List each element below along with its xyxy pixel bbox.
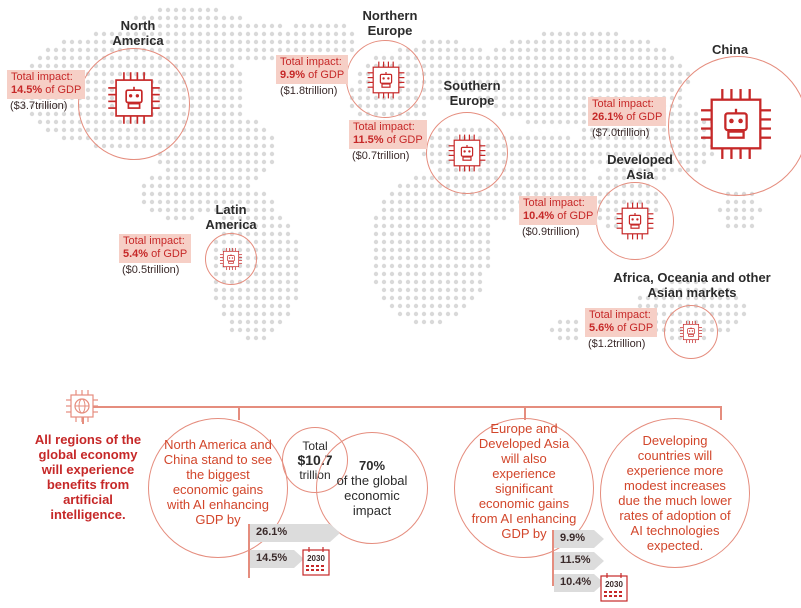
- impact-box-north-america: Total impact: 14.5% of GDP: [7, 70, 86, 99]
- north-america-outer-circle: [78, 48, 190, 160]
- impact-gdp: of GDP: [305, 69, 345, 81]
- southern-europe-outer-circle: [426, 112, 508, 194]
- region-name-north-america: North America: [112, 18, 164, 48]
- impact-gdp: of GDP: [148, 248, 188, 260]
- chip-icon: [219, 247, 243, 271]
- chip-icon: [679, 320, 703, 344]
- region-name-northern-europe: Northern Europe: [362, 8, 418, 38]
- latin-america-outer-circle: [205, 233, 257, 285]
- chip-icon: [616, 202, 654, 240]
- arrow-head: [294, 550, 305, 568]
- share-value: 70%: [358, 458, 386, 473]
- chip-icon: [367, 61, 405, 99]
- impact-box-latin-america: Total impact: 5.4% of GDP: [119, 234, 192, 263]
- total-bubble: Total $10.7 trillion: [282, 427, 348, 493]
- impact-box-china: Total impact: 26.1% of GDP: [588, 97, 667, 126]
- calendar-icon: 2030: [600, 573, 628, 602]
- developing-bubble: Developing countries will experience mor…: [600, 418, 750, 568]
- calendar-year: 2030: [605, 580, 623, 589]
- arrow-bar: 26.1%: [250, 524, 340, 542]
- connector-tick: [524, 406, 526, 420]
- chip-icon: [108, 72, 160, 124]
- impact-percent: 11.5%: [353, 134, 384, 146]
- arrow-head: [330, 524, 340, 542]
- impact-gdp: of GDP: [383, 134, 423, 146]
- impact-amount-developed-asia: ($0.9trillion): [522, 226, 580, 238]
- connector-tick: [720, 406, 722, 420]
- impact-gdp: of GDP: [623, 111, 663, 123]
- calendar-year: 2030: [307, 554, 325, 563]
- impact-percent: 9.9%: [280, 69, 306, 81]
- total-prefix: Total: [302, 438, 328, 453]
- europe-asia-bubble: Europe and Developed Asia will also expe…: [454, 418, 594, 558]
- arrow-head: [594, 552, 604, 570]
- na-china-bubble: North America and China stand to see the…: [148, 418, 288, 558]
- connector-tick: [238, 406, 240, 420]
- impact-label: Total impact:: [523, 197, 585, 209]
- share-text: 70% of the global economic impact: [332, 458, 412, 518]
- calendar-icon: 2030: [302, 547, 330, 576]
- arrow-label: 26.1%: [256, 526, 288, 538]
- region-name-china: China: [711, 42, 749, 57]
- arrow-label: 10.4%: [560, 576, 592, 588]
- arrow-bar: 9.9%: [554, 530, 604, 548]
- arrow-label: 11.5%: [560, 554, 591, 566]
- arrow-body: [250, 550, 295, 568]
- impact-percent: 26.1%: [592, 111, 624, 123]
- arrow-body: [554, 552, 594, 570]
- impact-amount-china: ($7.0trillion): [592, 127, 650, 139]
- region-name-southern-europe: Southern Europe: [443, 78, 501, 108]
- impact-amount-latin-america: ($0.5trillion): [122, 264, 180, 276]
- impact-gdp: of GDP: [614, 322, 654, 334]
- impact-box-africa-oceania: Total impact: 5.6% of GDP: [585, 308, 658, 337]
- chip-icon: [701, 89, 771, 159]
- arrow-stem: [248, 524, 250, 578]
- china-outer-circle: [668, 56, 801, 196]
- impact-amount-southern-europe: ($0.7trillion): [352, 150, 410, 162]
- arrow-body: [250, 524, 330, 542]
- impact-amount-north-america: ($3.7trillion): [10, 100, 68, 112]
- impact-label: Total impact:: [592, 98, 654, 110]
- region-name-africa-oceania: Africa, Oceania and other Asian markets: [613, 270, 771, 300]
- impact-label: Total impact:: [11, 71, 73, 83]
- europe-asia-text: Europe and Developed Asia will also expe…: [471, 421, 577, 541]
- region-name-developed-asia: Developed Asia: [607, 152, 673, 182]
- impact-box-southern-europe: Total impact: 11.5% of GDP: [349, 120, 427, 149]
- impact-gdp: of GDP: [554, 210, 594, 222]
- africa-oceania-outer-circle: [664, 305, 718, 359]
- arrow-bar: 10.4%: [554, 574, 604, 592]
- impact-percent: 14.5%: [11, 84, 43, 96]
- impact-label: Total impact:: [123, 235, 185, 247]
- region-name-latin-america: Latin America: [205, 202, 257, 232]
- impact-amount-africa-oceania: ($1.2trillion): [588, 338, 646, 350]
- na-china-text: North America and China stand to see the…: [163, 437, 273, 527]
- arrow-head: [594, 574, 604, 592]
- chip-icon: [448, 134, 486, 172]
- share-bubble: 70% of the global economic impact: [316, 432, 428, 544]
- developing-text: Developing countries will experience mor…: [618, 433, 732, 553]
- arrow-body: [554, 530, 594, 548]
- arrow-body: [554, 574, 594, 592]
- impact-percent: 5.6%: [589, 322, 615, 334]
- arrow-bar: 11.5%: [554, 552, 604, 570]
- impact-amount-northern-europe: ($1.8trillion): [280, 85, 338, 97]
- impact-box-northern-europe: Total impact: 9.9% of GDP: [276, 55, 349, 84]
- impact-percent: 10.4%: [523, 210, 555, 222]
- impact-label: Total impact:: [353, 121, 415, 133]
- arrow-label: 9.9%: [560, 532, 586, 544]
- arrow-head: [594, 530, 604, 548]
- summary-all-regions: All regions of the global economy will e…: [34, 432, 142, 522]
- arrow-stem: [552, 530, 554, 586]
- impact-percent: 5.4%: [123, 248, 149, 260]
- share-label: of the global economic impact: [336, 473, 408, 518]
- arrow-bar: 14.5%: [250, 550, 305, 568]
- connector-line: [82, 406, 722, 408]
- impact-gdp: of GDP: [42, 84, 82, 96]
- impact-label: Total impact:: [280, 56, 342, 68]
- impact-box-developed-asia: Total impact: 10.4% of GDP: [519, 196, 598, 225]
- globe-chip-icon: [66, 390, 98, 422]
- impact-label: Total impact:: [589, 309, 651, 321]
- arrow-label: 14.5%: [256, 552, 288, 564]
